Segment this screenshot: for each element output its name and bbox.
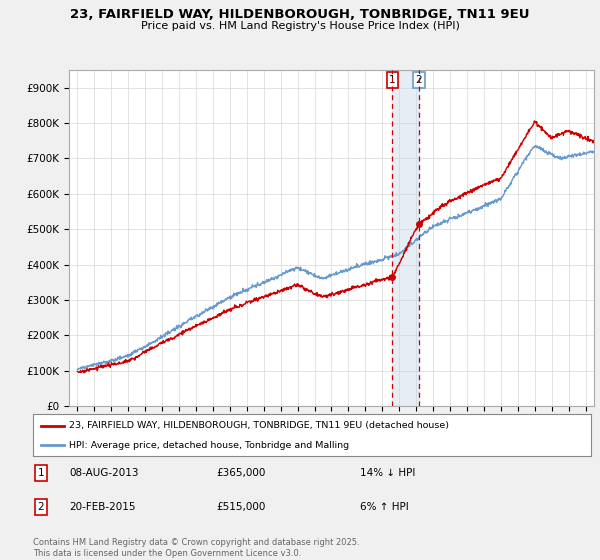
- Bar: [392, 70, 419, 406]
- Text: £515,000: £515,000: [216, 502, 265, 512]
- Text: 2: 2: [415, 75, 422, 85]
- Text: HPI: Average price, detached house, Tonbridge and Malling: HPI: Average price, detached house, Tonb…: [69, 441, 349, 450]
- Text: 6% ↑ HPI: 6% ↑ HPI: [360, 502, 409, 512]
- Text: 08-AUG-2013: 08-AUG-2013: [69, 468, 139, 478]
- Text: 1: 1: [37, 468, 44, 478]
- Text: 14% ↓ HPI: 14% ↓ HPI: [360, 468, 415, 478]
- Text: 1: 1: [389, 75, 396, 85]
- Text: £365,000: £365,000: [216, 468, 265, 478]
- Text: Price paid vs. HM Land Registry's House Price Index (HPI): Price paid vs. HM Land Registry's House …: [140, 21, 460, 31]
- Text: Contains HM Land Registry data © Crown copyright and database right 2025.
This d: Contains HM Land Registry data © Crown c…: [33, 538, 359, 558]
- Text: 23, FAIRFIELD WAY, HILDENBOROUGH, TONBRIDGE, TN11 9EU (detached house): 23, FAIRFIELD WAY, HILDENBOROUGH, TONBRI…: [69, 421, 449, 430]
- Text: 23, FAIRFIELD WAY, HILDENBOROUGH, TONBRIDGE, TN11 9EU: 23, FAIRFIELD WAY, HILDENBOROUGH, TONBRI…: [70, 8, 530, 21]
- Text: 2: 2: [37, 502, 44, 512]
- Text: 20-FEB-2015: 20-FEB-2015: [69, 502, 136, 512]
